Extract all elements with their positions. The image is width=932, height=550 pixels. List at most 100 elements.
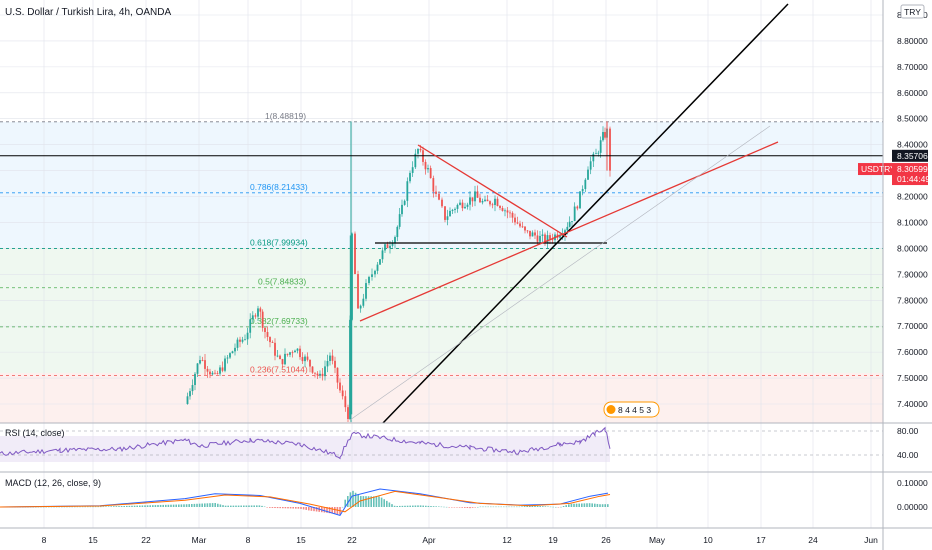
candle-body (449, 210, 451, 217)
rsi-line (0, 426, 611, 460)
candle-body (481, 201, 484, 203)
macd-histogram-bar (100, 506, 102, 508)
macd-histogram-bar (243, 505, 245, 507)
macd-histogram-bar (328, 507, 331, 514)
candle-body (461, 202, 464, 209)
candle-body (406, 181, 409, 201)
macd-histogram-bar (40, 506, 42, 508)
current-price-tag (892, 163, 928, 186)
macd-histogram-bar (297, 507, 300, 509)
macd-histogram-bar (391, 504, 393, 507)
time-tick-label: 19 (548, 535, 558, 545)
macd-histogram-bar (453, 507, 456, 508)
macd-histogram-bar (45, 506, 47, 508)
macd-histogram-bar (490, 506, 492, 508)
macd-histogram-bar (461, 507, 463, 508)
macd-histogram-bar (61, 506, 63, 508)
fib-retracement: 1(8.48819) 0.786(8.21433) 0.618(7.99934) 0.… (0, 111, 883, 376)
candle-body (269, 337, 271, 343)
macd-histogram-bar (222, 505, 224, 507)
candle-body (559, 235, 561, 238)
macd-histogram-bar (178, 504, 180, 507)
macd-histogram-bar (133, 505, 136, 507)
candle-body (398, 214, 401, 227)
macd-histogram-bar (287, 507, 289, 509)
price-tick-label: 8.70000 (897, 62, 928, 72)
macd-histogram-bar (474, 507, 476, 508)
macd-histogram-bar (479, 506, 482, 508)
macd-histogram-bar (302, 507, 305, 510)
price-axis[interactable]: 8.900008.800008.700008.600008.500008.400… (858, 10, 930, 409)
macd-histogram-bar (172, 504, 175, 507)
candle-body (451, 209, 454, 211)
candle-body (329, 355, 331, 361)
candle-body (516, 222, 519, 224)
candle-body (592, 153, 595, 162)
macd-histogram-bar (341, 506, 344, 508)
macd-histogram-bar (245, 505, 248, 507)
candle-body (529, 230, 531, 237)
candle-body (331, 355, 334, 361)
candle-body (581, 188, 584, 192)
candle-body (241, 339, 244, 342)
price-tick-label: 8.50000 (897, 114, 928, 124)
macd-histogram-bar (263, 506, 266, 508)
macd-histogram-bar (331, 507, 333, 514)
candle-body (384, 244, 386, 251)
macd-histogram-bar (581, 503, 583, 507)
candle-body (336, 367, 339, 383)
candle-body (231, 351, 234, 354)
candle-body (469, 197, 471, 205)
candle-body (194, 373, 196, 386)
time-tick-label: 22 (347, 535, 357, 545)
candle-body (314, 372, 316, 374)
candle-body (239, 339, 241, 342)
candle-body (438, 193, 440, 200)
macd-histogram-bar (596, 503, 599, 507)
candle-body (264, 327, 266, 332)
time-axis[interactable]: 8 15 22 Mar 8 15 22 Apr 12 19 26 May 10 17 24 Jun (42, 535, 878, 545)
candle-body (291, 352, 294, 354)
candle-body (362, 298, 365, 306)
candle-body (191, 385, 194, 392)
macd-histogram-bar (471, 507, 474, 508)
fib-level-label: 0.382(7.69733) (250, 316, 308, 326)
currency-badge[interactable]: TRY (900, 4, 925, 19)
macd-histogram-bar (295, 507, 297, 509)
macd-label[interactable]: MACD (12, 26, close, 9) (5, 478, 101, 488)
candle-body (186, 396, 189, 404)
candle-body (301, 357, 304, 362)
candle-body (435, 191, 437, 194)
candle-body (347, 407, 349, 420)
trendline-red-upper (417, 144, 568, 238)
macd-histogram-bar (373, 496, 375, 507)
macd-histogram-bar (448, 507, 450, 508)
macd-histogram-bar (136, 505, 138, 507)
macd-histogram-bar (414, 505, 417, 507)
macd-histogram-bar (440, 506, 443, 508)
macd-histogram-bar (240, 505, 242, 507)
candle-body (546, 235, 549, 244)
macd-histogram-bar (232, 505, 235, 507)
candle-body (326, 360, 329, 367)
macd-histogram-bar (523, 506, 526, 507)
macd-histogram-bar (539, 506, 541, 507)
candle-body (539, 235, 541, 242)
macd-histogram-bar (58, 506, 60, 508)
candle-body (536, 235, 539, 242)
candle-body (595, 153, 597, 155)
macd-histogram-bar (570, 503, 573, 507)
candle-body (324, 366, 326, 377)
macd-histogram-bar (107, 506, 110, 507)
macd-histogram-bar (115, 506, 118, 507)
macd-histogram-bar (227, 505, 229, 507)
rsi-label[interactable]: RSI (14, close) (5, 428, 65, 438)
macd-histogram-bar (435, 506, 437, 507)
macd-histogram-bar (399, 505, 401, 507)
macd-histogram-bar (284, 507, 287, 509)
macd-histogram-bar (334, 507, 336, 514)
macd-histogram-bar (89, 506, 92, 508)
fib-level-label: 1(8.48819) (265, 111, 306, 121)
events-badge[interactable]: 8 4 4 5 3 (603, 401, 660, 418)
